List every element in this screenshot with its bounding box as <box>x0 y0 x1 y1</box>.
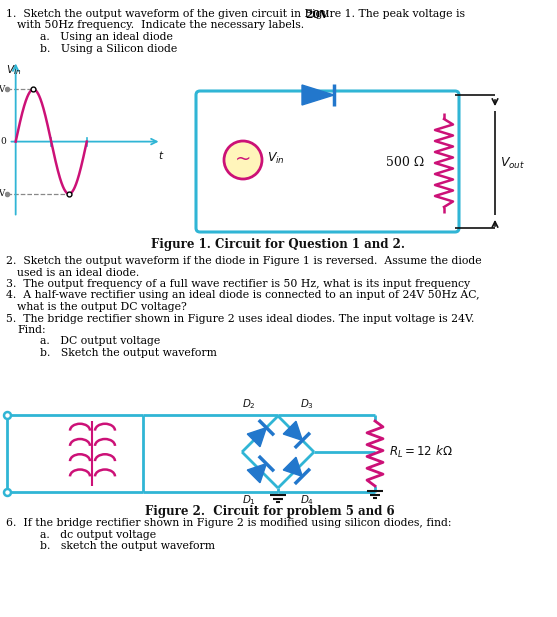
Polygon shape <box>302 85 334 105</box>
Text: 2.  Sketch the output waveform if the diode in Figure 1 is reversed.  Assume the: 2. Sketch the output waveform if the dio… <box>6 256 482 266</box>
Text: Find:: Find: <box>17 325 46 335</box>
Polygon shape <box>247 463 266 482</box>
Text: 5.  The bridge rectifier shown in Figure 2 uses ideal diodes. The input voltage : 5. The bridge rectifier shown in Figure … <box>6 313 475 323</box>
Text: 4.  A half-wave rectifier using an ideal diode is connected to an input of 24V 5: 4. A half-wave rectifier using an ideal … <box>6 291 480 300</box>
Text: 0: 0 <box>0 137 6 146</box>
Text: $V_{out}$: $V_{out}$ <box>500 155 525 170</box>
Polygon shape <box>284 457 302 476</box>
Text: b.   sketch the output waveform: b. sketch the output waveform <box>40 541 215 551</box>
Text: $V_{in}$: $V_{in}$ <box>6 63 21 77</box>
Polygon shape <box>284 421 302 441</box>
Text: $D_2$: $D_2$ <box>242 397 256 411</box>
Text: a.   dc output voltage: a. dc output voltage <box>40 529 156 539</box>
Text: $D_1$: $D_1$ <box>242 493 256 507</box>
Text: 1.  Sketch the output waveform of the given circuit in Figure 1. The peak voltag: 1. Sketch the output waveform of the giv… <box>6 9 468 19</box>
Polygon shape <box>247 428 266 447</box>
Text: −20V: −20V <box>0 189 6 199</box>
Text: a.   DC output voltage: a. DC output voltage <box>40 336 160 347</box>
Text: $V_{in}$: $V_{in}$ <box>267 151 285 165</box>
Text: 6.  If the bridge rectifier shown in Figure 2 is modified using silicon diodes, : 6. If the bridge rectifier shown in Figu… <box>6 518 452 528</box>
Text: b.   Using a Silicon diode: b. Using a Silicon diode <box>40 44 177 54</box>
Text: +20V: +20V <box>0 85 6 94</box>
Text: $R_L = 12\ k\Omega$: $R_L = 12\ k\Omega$ <box>389 444 453 460</box>
Text: b.   Sketch the output waveform: b. Sketch the output waveform <box>40 348 217 358</box>
Text: a.   Using an ideal diode: a. Using an ideal diode <box>40 32 173 42</box>
Text: ~: ~ <box>235 149 251 168</box>
Circle shape <box>224 141 262 179</box>
Text: Figure 2.  Circuit for problem 5 and 6: Figure 2. Circuit for problem 5 and 6 <box>145 505 395 518</box>
Text: $D_4$: $D_4$ <box>300 493 314 507</box>
Text: with 50Hz frequency.  Indicate the necessary labels.: with 50Hz frequency. Indicate the necess… <box>17 20 304 30</box>
Text: 500 Ω: 500 Ω <box>386 157 424 170</box>
Text: what is the output DC voltage?: what is the output DC voltage? <box>17 302 187 312</box>
Text: Figure 1. Circuit for Question 1 and 2.: Figure 1. Circuit for Question 1 and 2. <box>151 238 405 251</box>
Text: 3.  The output frequency of a full wave rectifier is 50 Hz, what is its input fr: 3. The output frequency of a full wave r… <box>6 279 470 289</box>
Text: 20V: 20V <box>305 9 329 20</box>
Text: $t$: $t$ <box>158 149 164 162</box>
Text: $D_3$: $D_3$ <box>300 397 314 411</box>
Text: used is an ideal diode.: used is an ideal diode. <box>17 268 139 278</box>
